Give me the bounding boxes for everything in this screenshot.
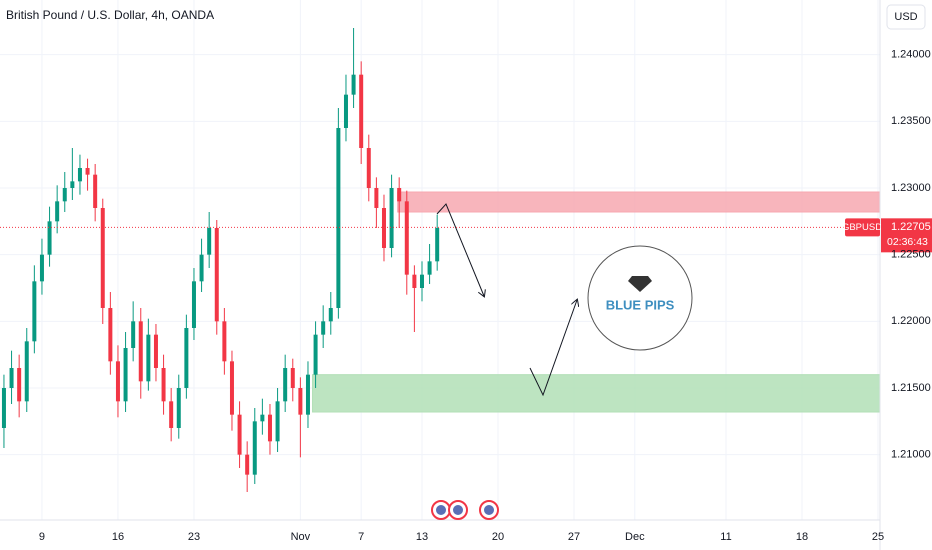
countdown-label: 02:36:43	[887, 236, 928, 248]
candle-body	[207, 228, 212, 255]
symbol-tag	[845, 218, 880, 237]
candle-body	[17, 368, 22, 402]
candle-body	[184, 328, 189, 388]
candle-body	[435, 228, 440, 262]
candle-body	[275, 401, 280, 442]
candle-body	[267, 414, 272, 442]
x-tick-label: Nov	[291, 531, 311, 543]
candle-body	[351, 74, 356, 95]
y-tick-label: 1.24000	[891, 49, 931, 61]
candle-body	[313, 334, 318, 375]
candle-body	[77, 168, 82, 182]
y-tick-label: 1.21000	[891, 449, 931, 461]
candle-body	[131, 321, 136, 348]
candle-body	[214, 228, 219, 322]
logo-text: BLUE PIPS	[606, 297, 675, 312]
candle-body	[138, 321, 143, 382]
candle-body	[359, 74, 364, 148]
candle-body	[161, 368, 166, 402]
candle-body	[199, 254, 204, 282]
candle-body	[397, 188, 402, 202]
candle-body	[93, 174, 98, 208]
candle-body	[153, 334, 158, 368]
candle-body	[85, 168, 90, 175]
candle-body	[9, 368, 14, 388]
x-tick-label: 13	[416, 531, 428, 543]
x-tick-label: 16	[112, 531, 124, 543]
candle-body	[39, 254, 44, 282]
x-tick-label: 9	[39, 531, 45, 543]
projection-arrow	[529, 300, 577, 397]
y-tick-label: 1.22500	[891, 249, 931, 261]
candle-body	[412, 274, 417, 288]
candle-body	[374, 188, 379, 208]
candle-body	[427, 261, 432, 275]
candle-body	[176, 388, 181, 428]
candle-body	[283, 368, 288, 402]
candle-body	[328, 308, 333, 322]
x-tick-label: 18	[796, 531, 808, 543]
zone	[312, 374, 881, 413]
candle-body	[169, 401, 174, 428]
candle-body	[245, 454, 250, 475]
candle-body	[237, 414, 242, 455]
currency-button[interactable]	[886, 4, 926, 30]
candle-body	[366, 148, 371, 188]
candle-body	[100, 208, 105, 308]
price-label: 1.22705	[891, 221, 931, 233]
candle-body	[70, 181, 75, 188]
candle-body	[419, 274, 424, 288]
candle-body	[191, 281, 196, 328]
symbol-label: GBPUSD	[842, 222, 882, 233]
candle-body	[1, 388, 6, 428]
candle-body	[252, 421, 257, 475]
candle-body	[222, 321, 227, 362]
candle-body	[336, 128, 341, 308]
candle-body	[123, 348, 128, 402]
candle-body	[62, 188, 67, 202]
y-tick-label: 1.21500	[891, 382, 931, 394]
x-tick-label: 11	[720, 531, 731, 543]
candle-body	[381, 208, 386, 248]
event-icons	[431, 500, 499, 520]
price-tag	[881, 218, 932, 253]
x-tick-label: 27	[568, 531, 580, 543]
y-tick-label: 1.23500	[891, 115, 931, 127]
candle-body	[146, 334, 151, 382]
x-tick-label: 25	[872, 531, 884, 543]
candle-body	[115, 361, 120, 402]
x-tick-label: 20	[492, 531, 504, 543]
logo: BLUE PIPS	[587, 245, 693, 351]
currency-label[interactable]: USD	[894, 11, 917, 23]
chart-title: British Pound / U.S. Dollar, 4h, OANDA	[6, 8, 214, 22]
candle-body	[389, 188, 394, 248]
candle-body	[229, 361, 234, 415]
candle-body	[343, 94, 348, 128]
candle-body	[321, 321, 326, 335]
zone	[397, 191, 881, 213]
candle-body	[108, 308, 113, 362]
candle-body	[55, 201, 60, 222]
candle-body	[404, 201, 409, 275]
x-tick-label: Dec	[625, 531, 645, 543]
x-tick-label: 23	[188, 531, 200, 543]
candle-body	[290, 368, 295, 388]
x-tick-label: 7	[358, 531, 364, 543]
y-tick-label: 1.22000	[891, 315, 931, 327]
candle-body	[305, 374, 310, 415]
candle-body	[47, 221, 52, 255]
candle-body	[298, 388, 303, 415]
candle-body	[32, 281, 37, 342]
candle-body	[24, 341, 29, 402]
projection-arrow	[436, 203, 484, 296]
candle-body	[260, 414, 265, 422]
y-tick-label: 1.23000	[891, 182, 931, 194]
